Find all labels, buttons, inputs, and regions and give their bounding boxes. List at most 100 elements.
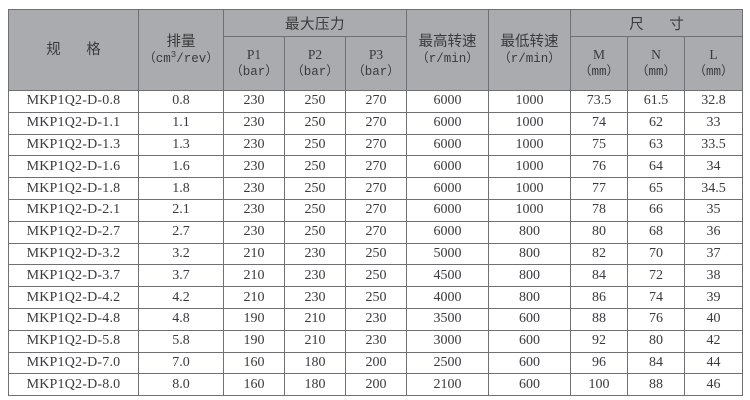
cell-n: 61.5 xyxy=(627,90,686,113)
cell-m: 76 xyxy=(570,155,629,179)
table-body: MKP1Q2-D-0.8 0.8 230 250 270 6000 1000 73.5 61.5… xyxy=(8,90,744,397)
table-row: MKP1Q2-D-1.3 1.3 230 250 270 6000 1000 75 63 33.5 xyxy=(8,133,744,157)
cell-p2: 250 xyxy=(284,177,346,200)
p3-label: P3 xyxy=(368,46,384,62)
cell-p2: 210 xyxy=(284,307,346,331)
cell-p2: 230 xyxy=(284,286,346,309)
table-row: MKP1Q2-D-8.0 8.0 160 180 200 2100 600 100 88 46 xyxy=(8,373,744,397)
cell-p2: 230 xyxy=(284,242,346,266)
cell-l: 33 xyxy=(684,111,744,135)
table-header: 规 格 排量 （cm3/rev） 最大压力 最高转速 （r/min） 最低转速 … xyxy=(8,9,744,91)
column-header-n: N （mm） xyxy=(627,36,686,91)
cell-displacement: 1.3 xyxy=(138,133,224,157)
cell-n: 66 xyxy=(627,198,686,222)
n-label: N xyxy=(651,46,661,62)
cell-p1: 230 xyxy=(223,198,285,222)
p1-unit: （bar） xyxy=(230,64,278,79)
cell-min-speed: 1000 xyxy=(488,198,572,222)
cell-n: 68 xyxy=(627,220,686,244)
cell-min-speed: 600 xyxy=(488,373,572,397)
cell-p1: 210 xyxy=(223,286,285,309)
cell-model: MKP1Q2-D-3.2 xyxy=(8,242,139,266)
cell-displacement: 5.8 xyxy=(138,329,224,353)
cell-max-speed: 6000 xyxy=(406,220,490,244)
p3-unit: （bar） xyxy=(352,64,400,79)
cell-n: 70 xyxy=(627,242,686,266)
spec-label: 规 格 xyxy=(46,41,112,58)
cell-model: MKP1Q2-D-8.0 xyxy=(8,373,139,397)
cell-m: 82 xyxy=(570,242,629,266)
table-row: MKP1Q2-D-1.1 1.1 230 250 270 6000 1000 74 62 33 xyxy=(8,111,744,135)
n-unit: （mm） xyxy=(636,64,677,79)
cell-displacement: 2.1 xyxy=(138,198,224,222)
cell-min-speed: 800 xyxy=(488,264,572,288)
cell-l: 36 xyxy=(684,220,744,244)
cell-p3: 250 xyxy=(344,242,408,266)
table-row: MKP1Q2-D-2.1 2.1 230 250 270 6000 1000 78 66 35 xyxy=(8,198,744,222)
cell-p3: 230 xyxy=(344,307,408,331)
table-row: MKP1Q2-D-4.8 4.8 190 210 230 3500 600 88 76 40 xyxy=(8,307,744,331)
l-unit: （mm） xyxy=(693,64,734,79)
displacement-label: 排量 xyxy=(166,33,196,50)
cell-l: 46 xyxy=(684,373,744,397)
cell-min-speed: 800 xyxy=(488,242,572,266)
cell-p1: 230 xyxy=(223,177,285,200)
cell-max-speed: 3500 xyxy=(406,307,490,331)
cell-displacement: 1.8 xyxy=(138,177,224,200)
column-header-p1: P1 （bar） xyxy=(223,36,285,91)
cell-model: MKP1Q2-D-7.0 xyxy=(8,351,139,375)
cell-m: 78 xyxy=(570,198,629,222)
cell-model: MKP1Q2-D-1.6 xyxy=(8,155,139,179)
cell-l: 32.8 xyxy=(684,90,744,113)
cell-p2: 180 xyxy=(284,351,346,375)
cell-p2: 250 xyxy=(284,111,346,135)
cell-n: 80 xyxy=(627,329,686,353)
cell-min-speed: 600 xyxy=(488,329,572,353)
table-row: MKP1Q2-D-3.7 3.7 210 230 250 4500 800 84 72 38 xyxy=(8,264,744,288)
table-row: MKP1Q2-D-7.0 7.0 160 180 200 2500 600 96 84 44 xyxy=(8,351,744,375)
p2-unit: （bar） xyxy=(291,64,339,79)
max-speed-unit: （r/min） xyxy=(416,51,479,66)
m-label: M xyxy=(593,46,606,62)
cell-max-speed: 5000 xyxy=(406,242,490,266)
cell-p3: 270 xyxy=(344,220,408,244)
cell-n: 84 xyxy=(627,351,686,375)
cell-model: MKP1Q2-D-5.8 xyxy=(8,329,139,353)
header-row-group: 规 格 排量 （cm3/rev） 最大压力 最高转速 （r/min） 最低转速 … xyxy=(8,9,744,91)
cell-m: 88 xyxy=(570,307,629,331)
table-row: MKP1Q2-D-0.8 0.8 230 250 270 6000 1000 73.5 61.5… xyxy=(8,90,744,113)
l-label: L xyxy=(709,46,718,62)
table-row: MKP1Q2-D-4.2 4.2 210 230 250 4000 800 86 74 39 xyxy=(8,286,744,309)
cell-min-speed: 600 xyxy=(488,307,572,331)
column-header-min-speed: 最低转速 （r/min） xyxy=(488,9,572,91)
column-header-displacement: 排量 （cm3/rev） xyxy=(138,9,224,91)
cell-displacement: 4.8 xyxy=(138,307,224,331)
cell-l: 34 xyxy=(684,155,744,179)
table-row: MKP1Q2-D-5.8 5.8 190 210 230 3000 600 92 80 42 xyxy=(8,329,744,353)
table-row: MKP1Q2-D-1.6 1.6 230 250 270 6000 1000 76 64 34 xyxy=(8,155,744,179)
cell-p3: 270 xyxy=(344,177,408,200)
cell-displacement: 4.2 xyxy=(138,286,224,309)
cell-p3: 250 xyxy=(344,264,408,288)
cell-min-speed: 1000 xyxy=(488,111,572,135)
column-header-dimension-group: 尺 寸 xyxy=(570,9,744,37)
p1-label: P1 xyxy=(246,46,262,62)
cell-m: 75 xyxy=(570,133,629,157)
cell-p2: 250 xyxy=(284,155,346,179)
cell-m: 86 xyxy=(570,286,629,309)
cell-model: MKP1Q2-D-1.1 xyxy=(8,111,139,135)
cell-p1: 210 xyxy=(223,264,285,288)
cell-p3: 200 xyxy=(344,351,408,375)
cell-displacement: 2.7 xyxy=(138,220,224,244)
cell-p3: 270 xyxy=(344,133,408,157)
cell-p2: 210 xyxy=(284,329,346,353)
cell-max-speed: 4500 xyxy=(406,264,490,288)
cell-max-speed: 6000 xyxy=(406,111,490,135)
cell-max-speed: 4000 xyxy=(406,286,490,309)
cell-p2: 250 xyxy=(284,198,346,222)
column-header-spec: 规 格 xyxy=(8,9,139,91)
cell-max-speed: 2100 xyxy=(406,373,490,397)
cell-n: 76 xyxy=(627,307,686,331)
cell-p3: 200 xyxy=(344,373,408,397)
cell-max-speed: 6000 xyxy=(406,177,490,200)
